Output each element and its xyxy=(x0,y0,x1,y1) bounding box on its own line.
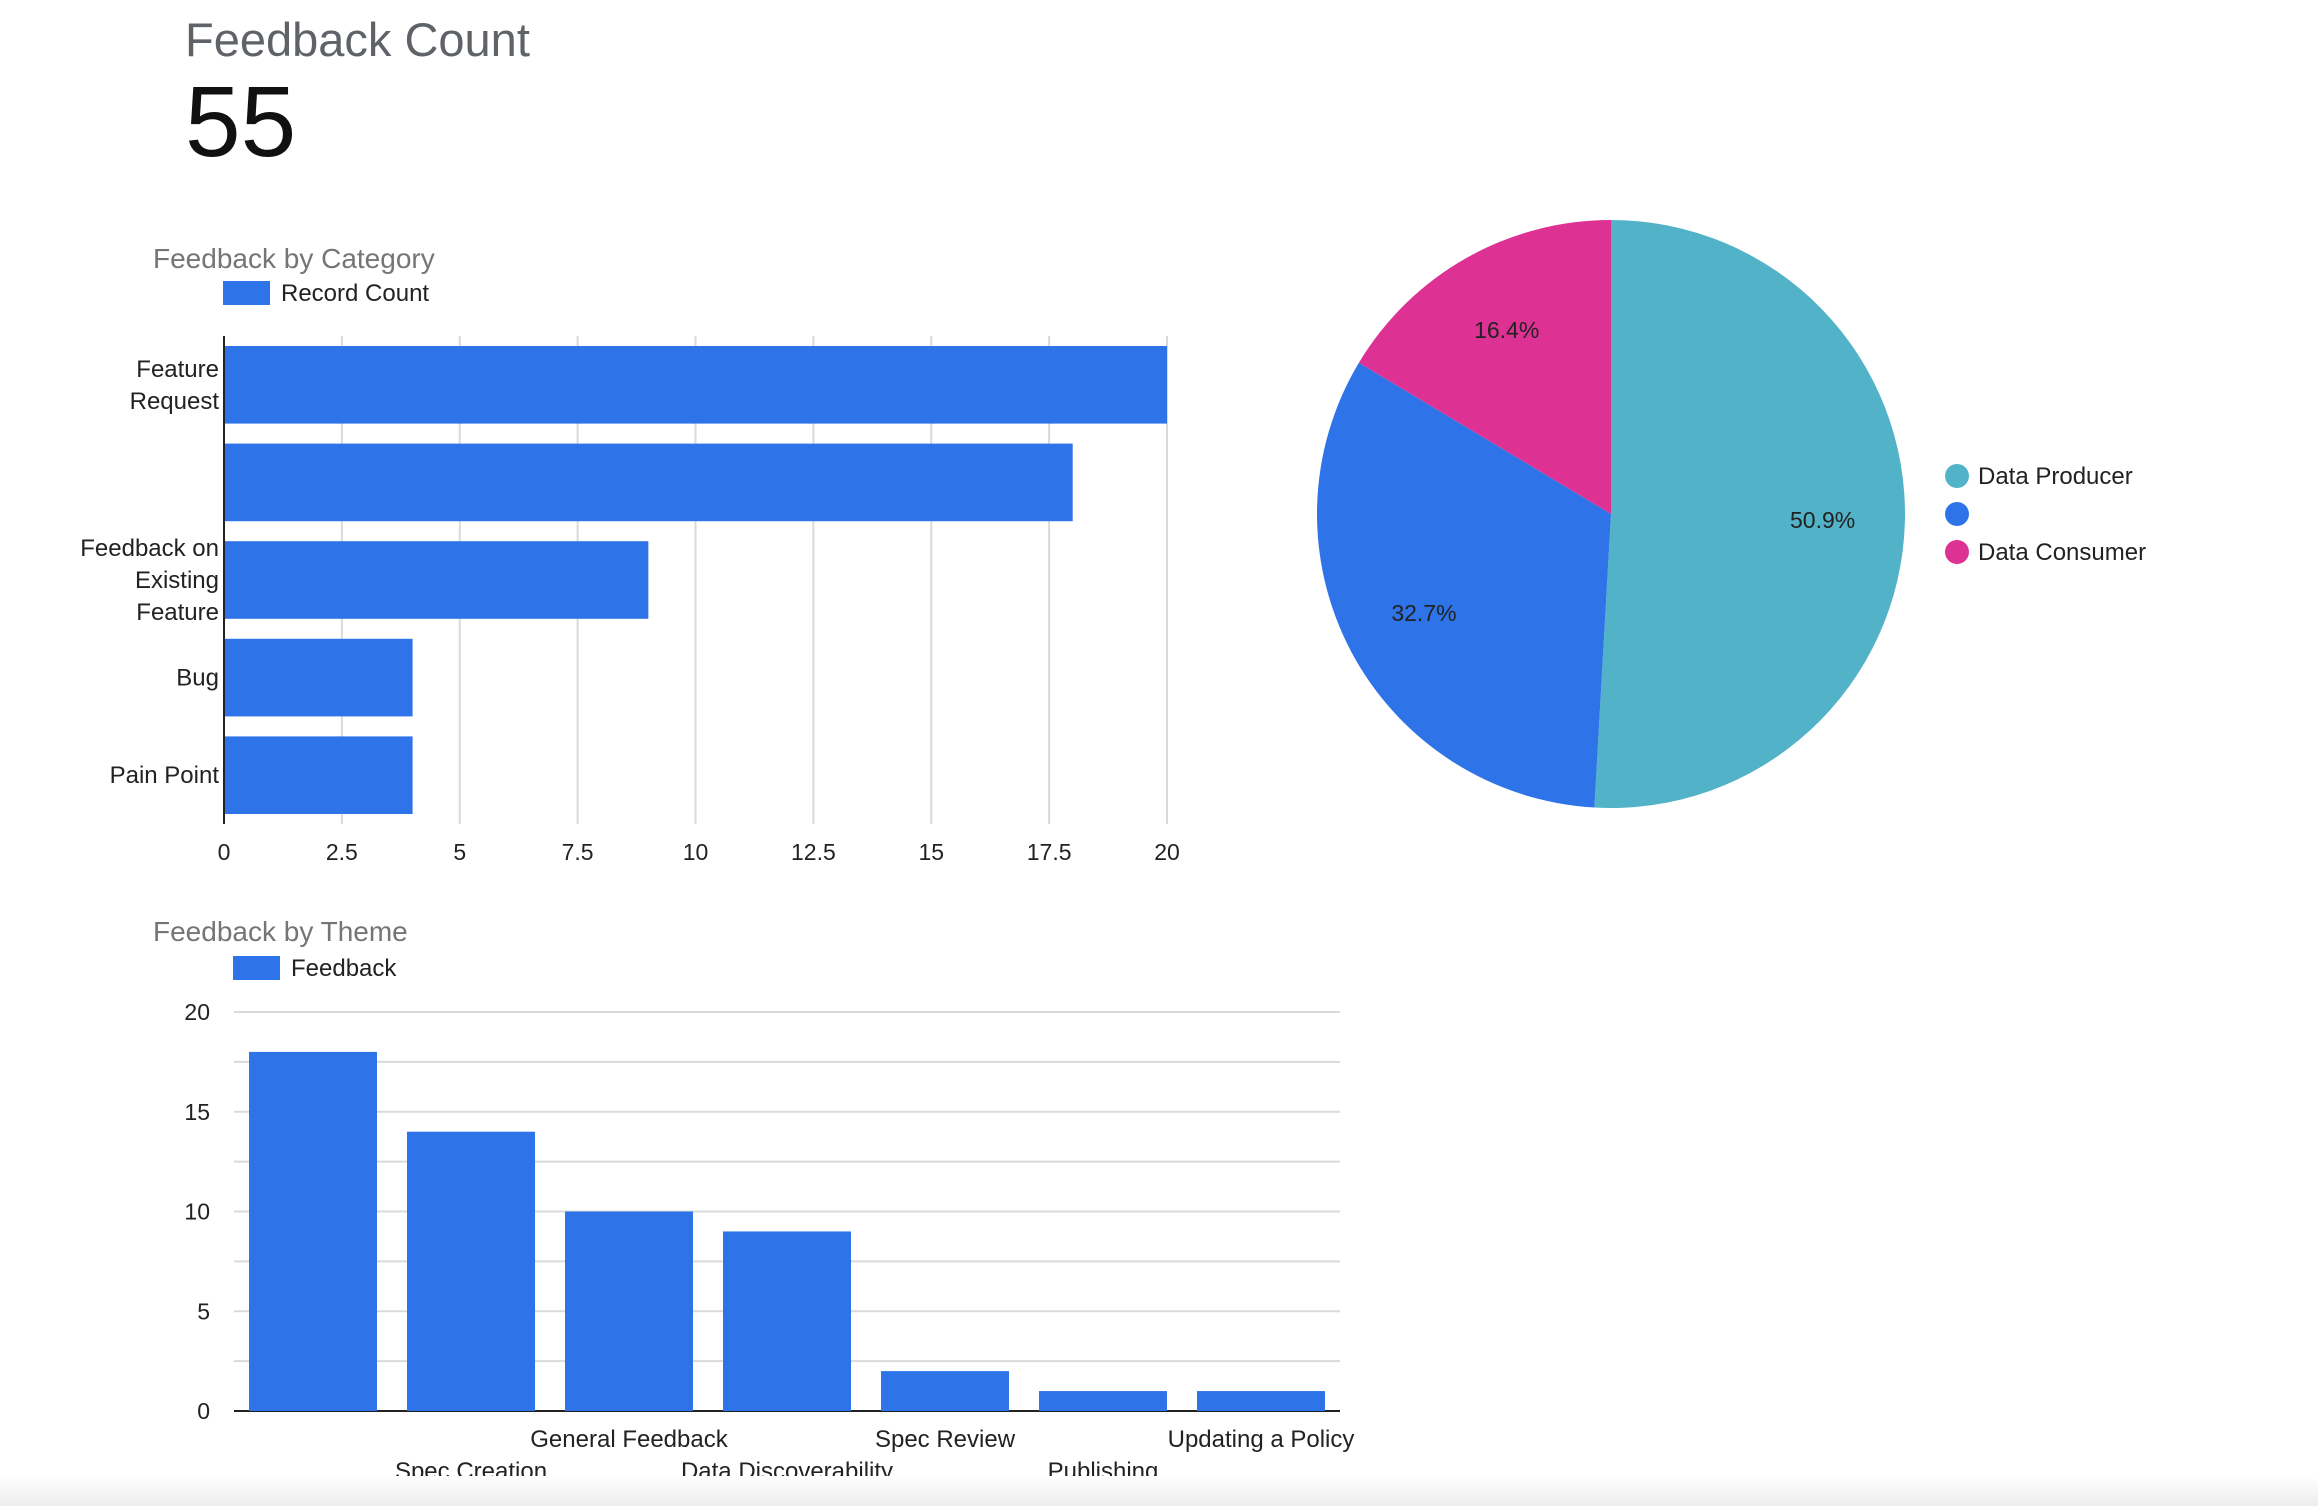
category-x-tick: 20 xyxy=(1154,839,1180,865)
theme-bar[interactable] xyxy=(1197,1391,1325,1411)
pie-legend-label: Data Producer xyxy=(1978,463,2133,490)
theme-bar[interactable] xyxy=(407,1131,535,1411)
category-y-label: Feedback on xyxy=(80,535,219,562)
category-y-label: Pain Point xyxy=(110,762,220,789)
pie-legend-dot[interactable] xyxy=(1945,540,1969,564)
category-y-label: Feature xyxy=(136,599,219,626)
theme-y-tick: 15 xyxy=(184,1099,210,1125)
scorecard-title: Feedback Count xyxy=(185,13,530,66)
category-x-tick: 12.5 xyxy=(791,839,836,865)
category-legend-swatch[interactable] xyxy=(223,281,270,305)
feedback-count-scorecard[interactable]: Feedback Count 55 xyxy=(185,4,785,174)
category-y-label: Bug xyxy=(176,665,219,692)
theme-x-label: Spec Review xyxy=(875,1426,1016,1453)
category-legend-label: Record Count xyxy=(281,280,429,307)
pie-slice[interactable] xyxy=(1358,220,1611,514)
pie-legend-label: Data Consumer xyxy=(1978,539,2146,566)
category-y-label: Existing xyxy=(135,567,219,594)
scorecard-value: 55 xyxy=(185,66,297,178)
theme-bar[interactable] xyxy=(565,1211,693,1412)
category-y-label: Feature xyxy=(136,356,219,383)
theme-bar[interactable] xyxy=(723,1231,851,1411)
theme-x-label: General Feedback xyxy=(530,1426,728,1453)
theme-y-tick: 5 xyxy=(197,1298,210,1324)
category-chart-title: Feedback by Category xyxy=(153,243,435,274)
theme-y-tick: 0 xyxy=(197,1398,210,1424)
category-bar[interactable] xyxy=(224,638,413,717)
category-x-tick: 2.5 xyxy=(326,839,358,865)
theme-legend-label: Feedback xyxy=(291,955,397,982)
theme-x-label: Updating a Policy xyxy=(1168,1426,1355,1453)
category-y-label: Request xyxy=(130,388,220,415)
category-x-tick: 5 xyxy=(453,839,466,865)
category-x-tick: 0 xyxy=(218,839,231,865)
category-bar[interactable] xyxy=(224,443,1073,522)
pie-slice[interactable] xyxy=(1316,362,1611,808)
pie-slice[interactable] xyxy=(1594,219,1906,809)
page-bottom-edge xyxy=(0,1476,2318,1506)
theme-bar[interactable] xyxy=(881,1371,1009,1411)
pie-slice-label: 50.9% xyxy=(1790,507,1855,533)
theme-chart-title: Feedback by Theme xyxy=(153,916,408,947)
pie-legend-dot[interactable] xyxy=(1945,502,1969,526)
category-x-tick: 15 xyxy=(918,839,944,865)
category-bar[interactable] xyxy=(224,346,1167,424)
theme-legend-swatch[interactable] xyxy=(233,956,280,980)
theme-bar[interactable] xyxy=(249,1051,377,1411)
theme-y-tick: 10 xyxy=(184,1199,210,1225)
theme-bar[interactable] xyxy=(1039,1391,1167,1411)
category-x-tick: 7.5 xyxy=(562,839,594,865)
category-bar[interactable] xyxy=(224,736,413,814)
category-bar[interactable] xyxy=(224,541,649,619)
pie-slice-label: 32.7% xyxy=(1391,600,1456,626)
category-x-tick: 17.5 xyxy=(1027,839,1072,865)
pie-slice-label: 16.4% xyxy=(1474,317,1539,343)
theme-y-tick: 20 xyxy=(184,999,210,1025)
category-x-tick: 10 xyxy=(683,839,709,865)
pie-legend-dot[interactable] xyxy=(1945,464,1969,488)
